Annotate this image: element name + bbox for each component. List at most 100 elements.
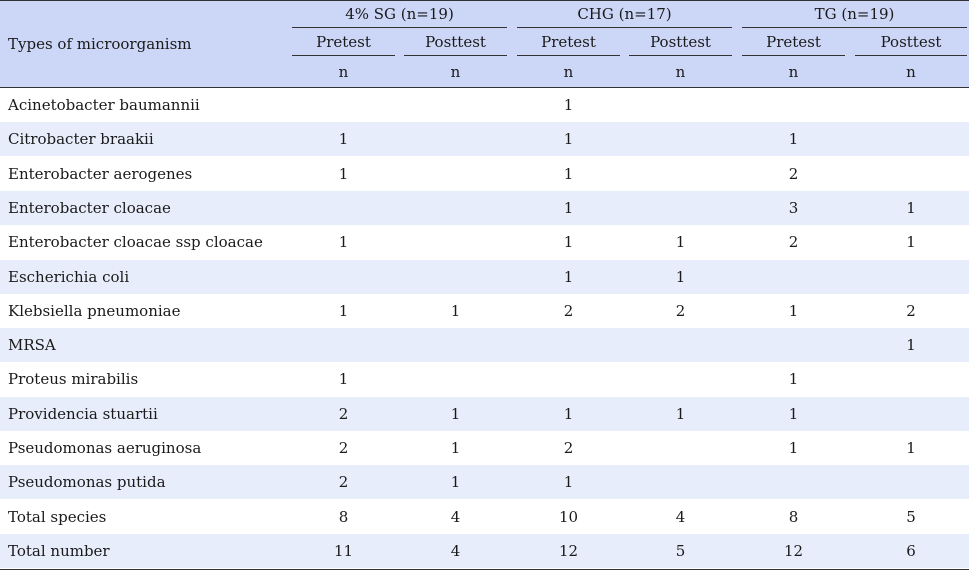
table-cell: 12	[558, 541, 579, 560]
unit-label: n	[450, 63, 461, 81]
table-row: Enterobacter cloacae ssp cloacae 1 1 1 2 1	[0, 225, 969, 259]
table-row: Klebsiella pneumoniae 1 1 2 2 1 2	[0, 294, 969, 328]
table-cell: 10	[558, 507, 579, 526]
table-cell: 1	[563, 198, 574, 217]
row-label: Pseudomonas putida	[8, 473, 166, 492]
table-cell: 2	[563, 439, 574, 457]
table-row: Total species 8 4 10 4 8 5	[0, 500, 969, 534]
table-bottom-rule	[0, 569, 969, 570]
table-cell: 1	[563, 96, 574, 114]
table-cell: 2	[675, 301, 686, 320]
group-underline-sg	[292, 27, 507, 28]
table-cell: 8	[788, 507, 799, 526]
table-cell: 1	[338, 370, 349, 389]
row-label: Pseudomonas aeruginosa	[8, 439, 202, 457]
subhead-underline	[855, 55, 967, 56]
table-cell: 1	[450, 439, 461, 457]
table-cell: 1	[563, 130, 574, 149]
table-cell: 5	[675, 541, 686, 560]
table-cell: 1	[450, 473, 461, 492]
row-label: Enterobacter aerogenes	[8, 164, 193, 183]
row-label: Enterobacter cloacae	[8, 198, 171, 217]
row-label: Total number	[8, 541, 110, 560]
table-cell: 1	[675, 233, 686, 252]
table-cell: 12	[783, 541, 804, 560]
subhead-underline	[742, 55, 845, 56]
table-row: Pseudomonas aeruginosa 2 1 2 1 1	[0, 431, 969, 465]
group-header-sg: 4% SG (n=19)	[345, 5, 454, 23]
table-cell: 1	[563, 267, 574, 286]
row-label: Acinetobacter baumannii	[8, 96, 200, 114]
row-label: Escherichia coli	[8, 267, 130, 286]
row-label: Proteus mirabilis	[8, 370, 139, 389]
row-label: Total species	[8, 507, 107, 526]
table-cell: 1	[338, 164, 349, 183]
table-row: Total number 11 4 12 5 12 6	[0, 533, 969, 568]
table-cell: 3	[788, 198, 799, 217]
table-cell: 5	[906, 507, 916, 526]
group-header-chg: CHG (n=17)	[577, 5, 672, 23]
table-cell: 1	[563, 404, 574, 423]
group-underline-tg	[742, 27, 967, 28]
table-cell: 1	[338, 130, 349, 149]
subhead-underline	[629, 55, 732, 56]
table-cell: 1	[338, 301, 349, 320]
unit-label: n	[675, 63, 686, 81]
group-underline-chg	[517, 27, 732, 28]
unit-label: n	[906, 63, 916, 81]
table-cell: 2	[338, 473, 349, 492]
table-cell: 1	[563, 473, 574, 492]
subhead-tg-posttest: Posttest	[880, 33, 942, 51]
table-cell: 1	[675, 404, 686, 423]
row-label: Klebsiella pneumoniae	[8, 301, 181, 320]
table-cell: 1	[788, 439, 799, 457]
table-row: Escherichia coli 1 1	[0, 259, 969, 294]
table-cell: 2	[338, 404, 349, 423]
table-cell: 1	[906, 439, 916, 457]
table-cell: 1	[675, 267, 686, 286]
table-row: Enterobacter cloacae 1 3 1	[0, 190, 969, 225]
table-cell: 1	[563, 164, 574, 183]
table-cell: 1	[906, 233, 916, 252]
table-row: Acinetobacter baumannii 1	[0, 88, 969, 122]
unit-label: n	[338, 63, 349, 81]
table-cell: 1	[563, 233, 574, 252]
row-label-header: Types of microorganism	[8, 35, 192, 53]
table-cell: 4	[675, 507, 686, 526]
table-cell: 1	[788, 404, 799, 423]
table-cell: 2	[906, 301, 916, 320]
row-label: Citrobacter braakii	[8, 130, 154, 149]
table-cell: 2	[563, 301, 574, 320]
table-cell: 2	[788, 164, 799, 183]
table-cell: 1	[788, 301, 799, 320]
table-cell: 1	[338, 233, 349, 252]
subhead-underline	[404, 55, 507, 56]
subhead-tg-pretest: Pretest	[766, 33, 821, 51]
subhead-sg-pretest: Pretest	[316, 33, 371, 51]
unit-label: n	[788, 63, 799, 81]
table-cell: 1	[450, 404, 461, 423]
row-label: Enterobacter cloacae ssp cloacae	[8, 233, 263, 252]
table-row: Providencia stuartii 2 1 1 1 1	[0, 396, 969, 431]
table-row: Proteus mirabilis 1 1	[0, 362, 969, 396]
table-cell: 2	[788, 233, 799, 252]
table-cell: 1	[450, 301, 461, 320]
unit-label: n	[563, 63, 574, 81]
subhead-underline	[517, 55, 620, 56]
table-cell: 1	[788, 130, 799, 149]
table-row: Pseudomonas putida 2 1 1	[0, 465, 969, 500]
table-row: Enterobacter aerogenes 1 1 2	[0, 157, 969, 191]
subhead-chg-posttest: Posttest	[650, 33, 711, 51]
table-cell: 4	[450, 507, 461, 526]
table-cell: 1	[788, 370, 799, 389]
row-label: Providencia stuartii	[8, 404, 158, 423]
subhead-sg-posttest: Posttest	[425, 33, 486, 51]
row-label: MRSA	[8, 336, 56, 355]
table-cell: 11	[333, 541, 354, 560]
table-cell: 2	[338, 439, 349, 457]
table-row: Citrobacter braakii 1 1 1	[0, 122, 969, 157]
table-row: MRSA 1	[0, 328, 969, 363]
subhead-underline	[292, 55, 395, 56]
table-cell: 1	[906, 336, 916, 355]
